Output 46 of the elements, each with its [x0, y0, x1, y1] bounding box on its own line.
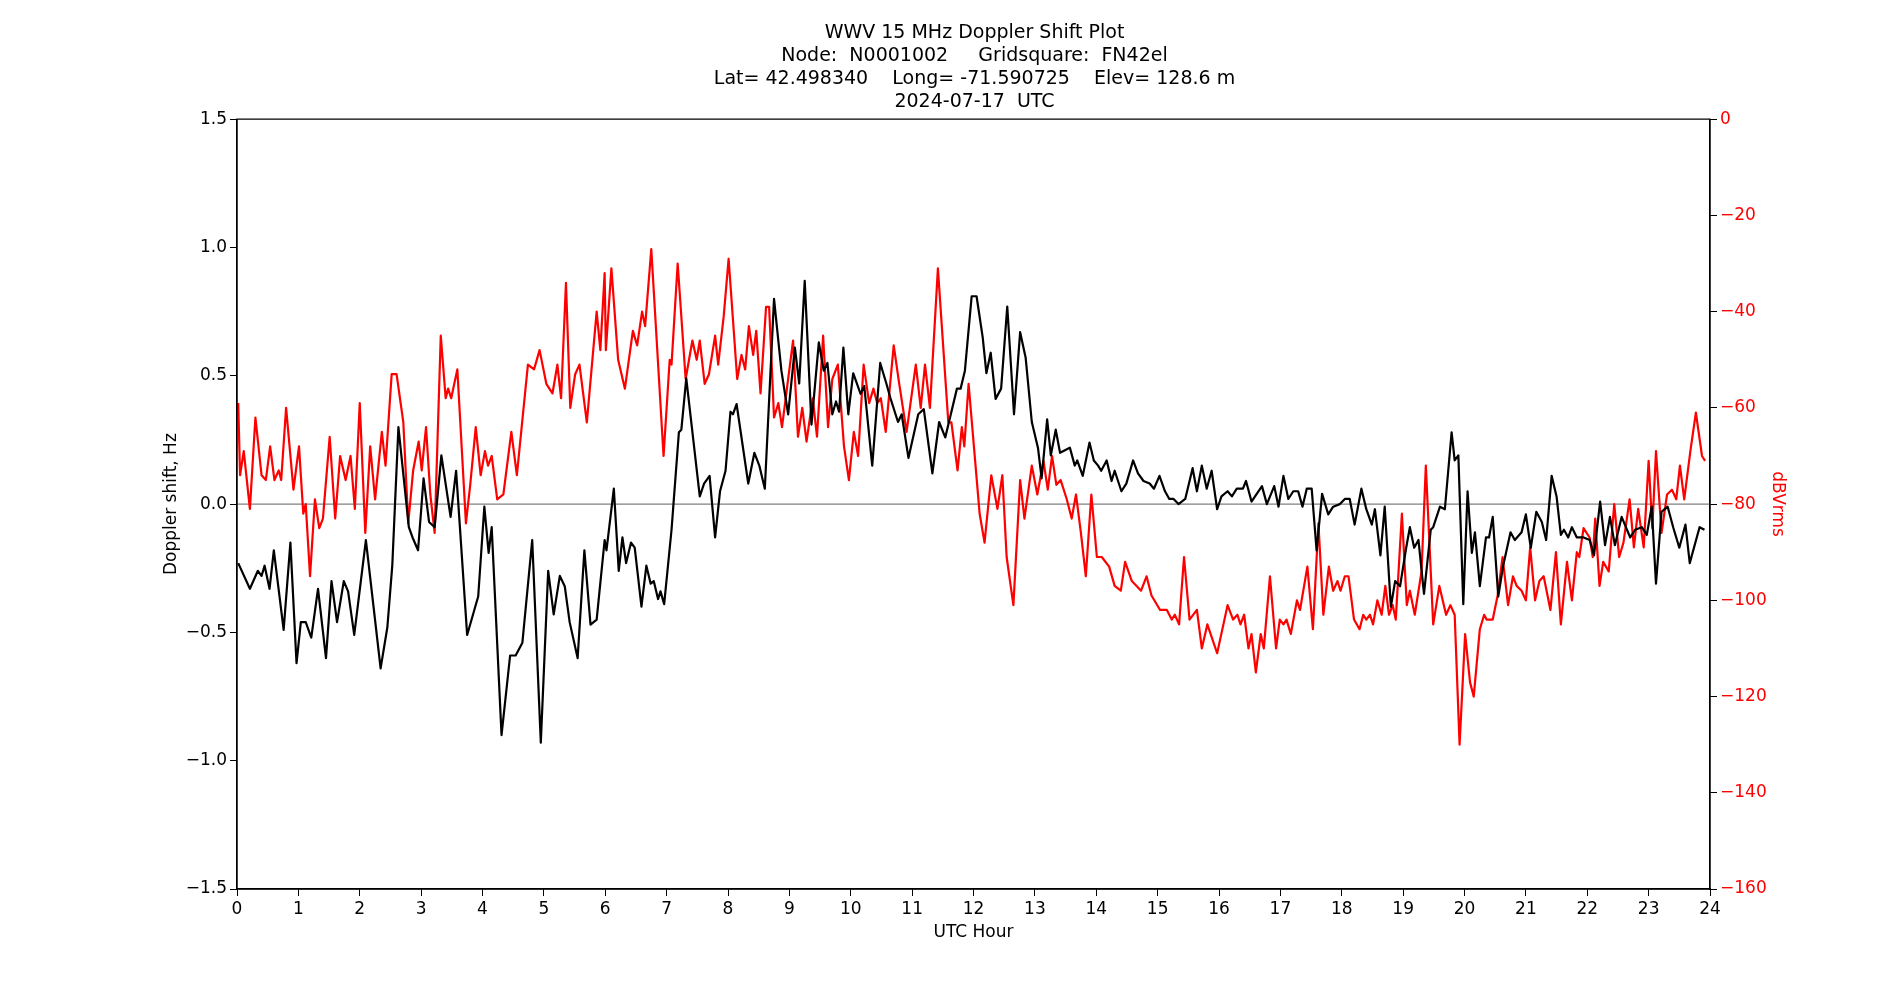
- chart-title: WWV 15 MHz Doppler Shift Plot: [824, 20, 1125, 43]
- x-tick-label: 10: [839, 897, 862, 918]
- y2-tick-label: −100: [1720, 588, 1767, 609]
- x-tick-label: 1: [292, 897, 304, 918]
- x-tick-label: 11: [901, 897, 923, 918]
- x-tick-label: 0: [231, 897, 243, 918]
- x-tick-label: 5: [538, 897, 550, 918]
- x-tick-label: 24: [1699, 897, 1721, 918]
- x-tick-label: 9: [783, 897, 795, 918]
- y-tick-label: 1.0: [199, 235, 227, 256]
- y2-tick-label: −140: [1720, 781, 1767, 802]
- y-tick-label: −1.0: [185, 749, 227, 770]
- x-tick-label: 15: [1146, 897, 1169, 918]
- x-tick-label: 23: [1637, 897, 1660, 918]
- x-tick-label: 12: [962, 897, 985, 918]
- y-tick-label: 0.0: [199, 492, 227, 513]
- y2-tick-label: −80: [1720, 492, 1756, 513]
- x-tick-label: 7: [661, 897, 673, 918]
- y2-tick-label: −20: [1720, 203, 1756, 224]
- y-tick-label: −1.5: [185, 877, 227, 898]
- y2-tick-label: −40: [1720, 300, 1756, 321]
- x-tick-label: 13: [1024, 897, 1046, 918]
- x-tick-label: 3: [415, 897, 427, 918]
- y2-tick-label: −160: [1720, 877, 1767, 898]
- y-tick-label: 1.5: [199, 107, 227, 128]
- y-tick-label: 0.5: [199, 364, 227, 385]
- x-tick-label: 4: [477, 897, 488, 918]
- y2-tick-label: −120: [1720, 684, 1767, 705]
- x-tick-label: 18: [1330, 897, 1353, 918]
- y2-tick-label: 0: [1720, 107, 1731, 128]
- x-tick-label: 8: [722, 897, 734, 918]
- x-tick-label: 20: [1453, 897, 1476, 918]
- x-tick-label: 21: [1515, 897, 1537, 918]
- x-tick-label: 19: [1392, 897, 1414, 918]
- x-tick-label: 6: [599, 897, 611, 918]
- y-tick-label: −0.5: [185, 620, 227, 641]
- x-axis-title: UTC Hour: [933, 921, 1014, 942]
- x-tick-label: 14: [1085, 897, 1108, 918]
- y2-tick-label: −60: [1720, 396, 1756, 417]
- y-axis-title: Doppler shift, Hz: [159, 433, 180, 576]
- chart-subtitle: Node: N0001002 Gridsquare: FN42el Lat= 42.498340 Long= -71.590725 Elev= 128.6 m 2024-07-17 UTC: [713, 43, 1236, 111]
- y2-axis-title: dBVrms: [1769, 471, 1790, 538]
- x-tick-label: 16: [1208, 897, 1230, 918]
- x-tick-label: 22: [1576, 897, 1599, 918]
- x-tick-label: 2: [354, 897, 366, 918]
- x-tick-label: 17: [1269, 897, 1292, 918]
